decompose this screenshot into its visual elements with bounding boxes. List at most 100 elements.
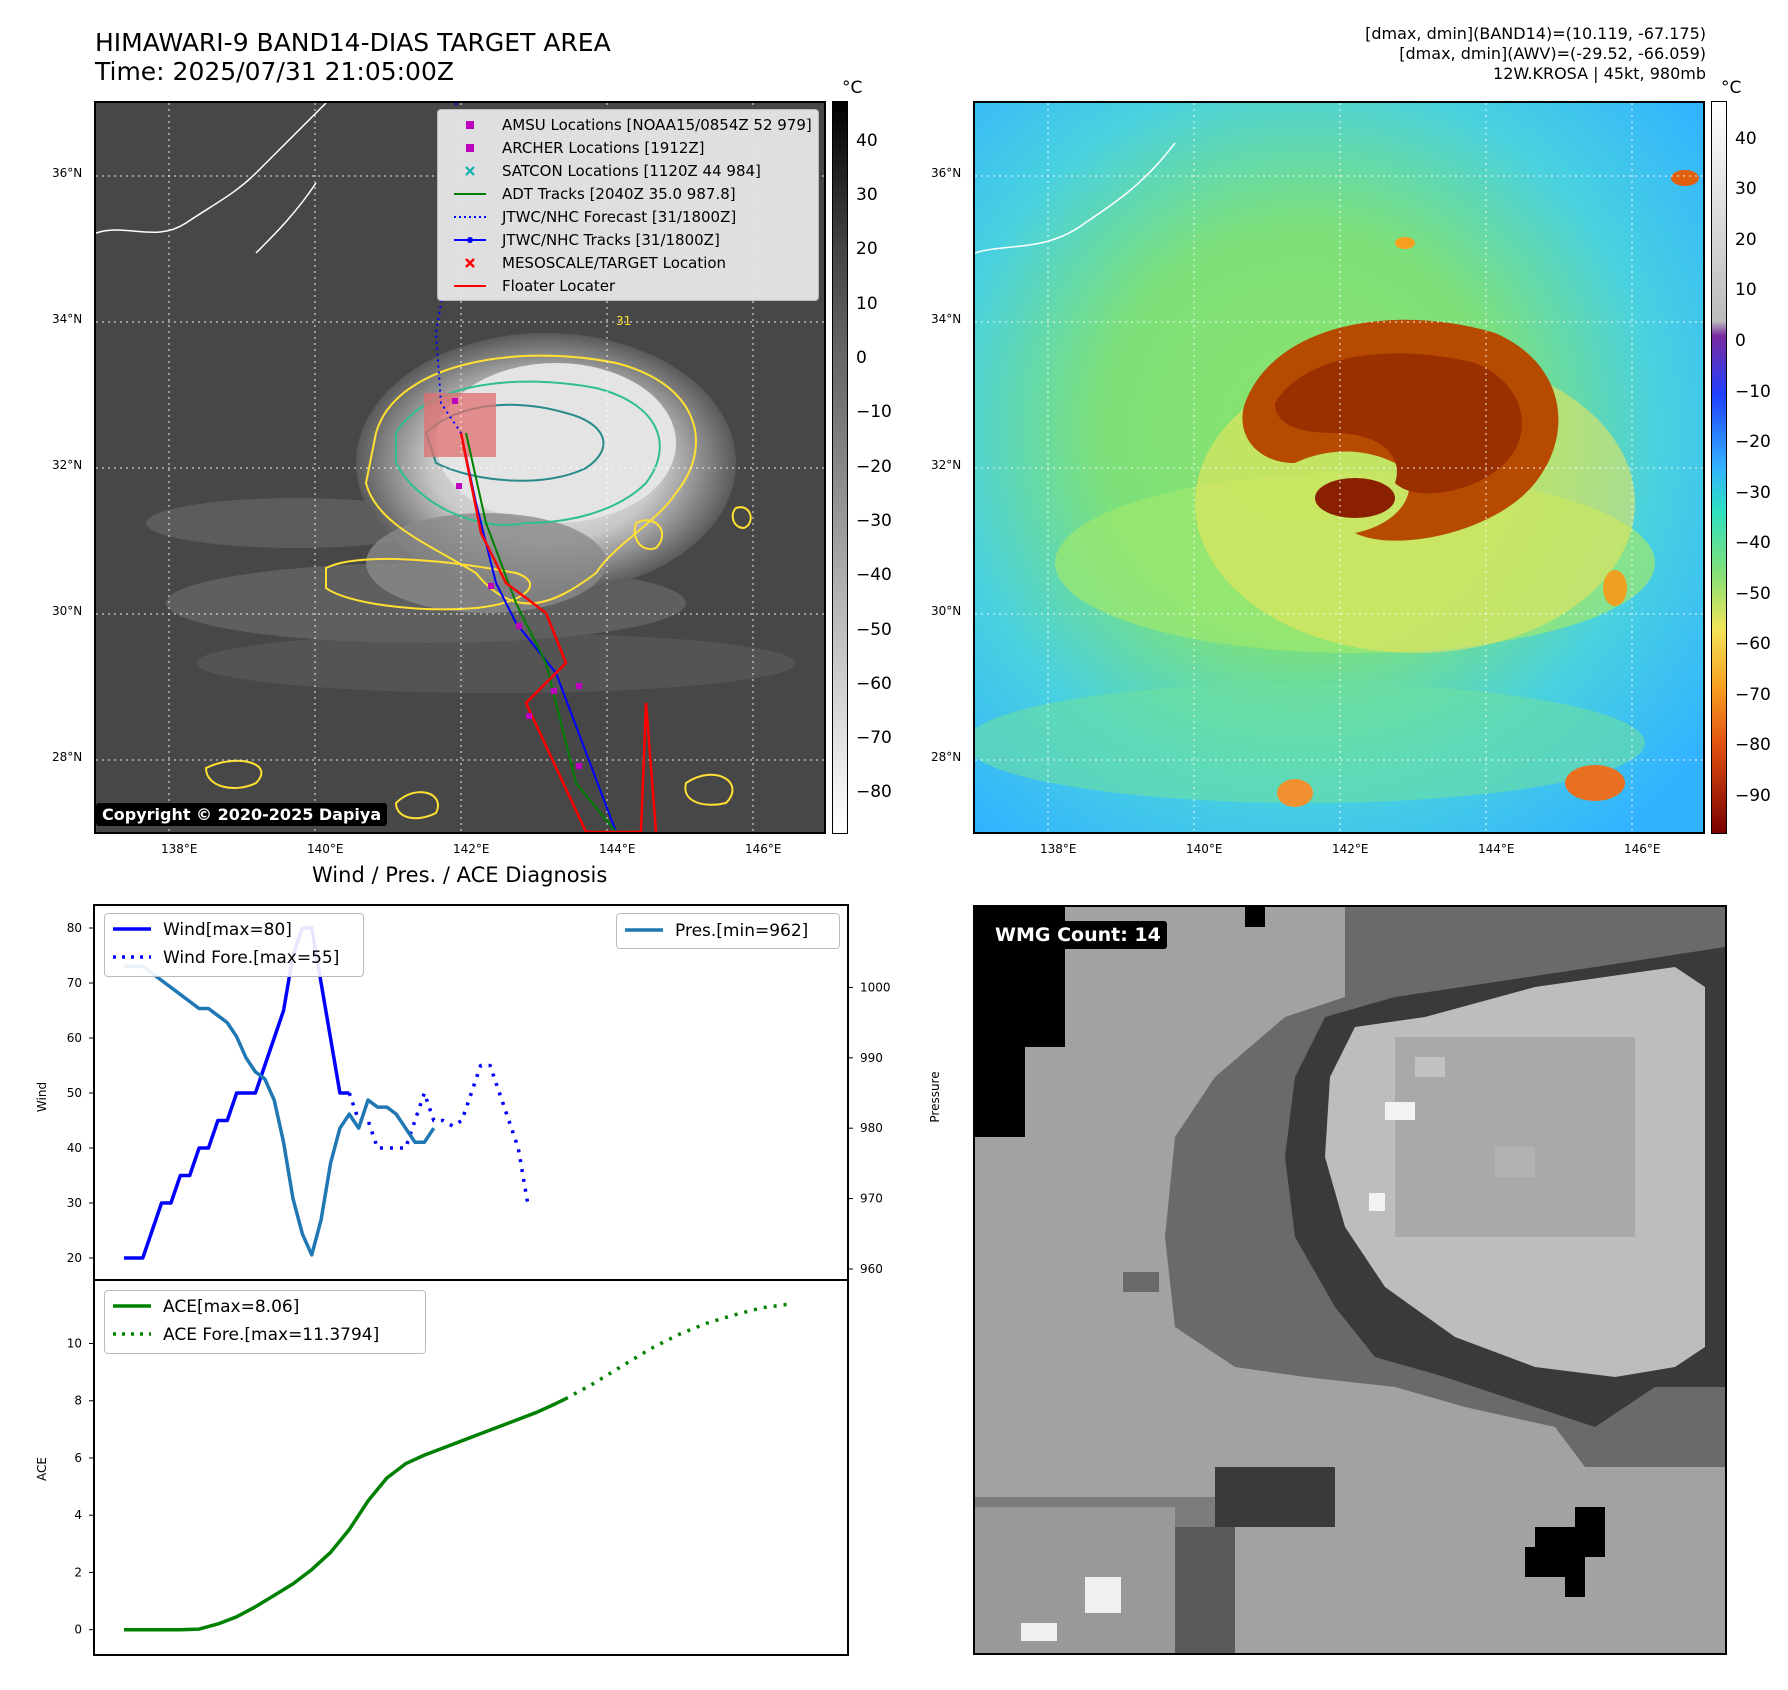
lon-label: 144°E	[1478, 842, 1515, 856]
y-tick-label: 10	[67, 1337, 82, 1351]
dotted-line-icon	[113, 948, 151, 966]
wmg-panel: WMG Count: 14	[973, 905, 1727, 1655]
line-marker-icon	[113, 920, 151, 938]
stats-band14: [dmax, dmin](BAND14)=(10.119, -67.175)	[1365, 24, 1706, 43]
square-marker-icon	[452, 139, 488, 157]
ir-colorbar	[832, 101, 848, 834]
lon-label: 146°E	[1624, 842, 1661, 856]
lat-label: 30°N	[52, 604, 83, 618]
colorbar-tick-label: −90	[1735, 785, 1771, 806]
colorbar-unit: °C	[842, 78, 863, 98]
colorbar-tick-label: −20	[856, 456, 892, 477]
y-tick-label: 970	[860, 1192, 883, 1206]
y-tick-label: 2	[74, 1565, 82, 1579]
wmg-count-badge: WMG Count: 14	[989, 921, 1167, 949]
lat-label: 32°N	[52, 458, 83, 472]
chart-title: Wind / Pres. / ACE Diagnosis	[312, 863, 608, 887]
colorbar-tick-label: 40	[856, 130, 878, 151]
lon-label: 140°E	[307, 842, 344, 856]
awv-map-panel	[973, 101, 1705, 834]
awv-colorbar	[1711, 101, 1727, 834]
lat-label: 32°N	[931, 458, 962, 472]
colorbar-tick-label: −70	[1735, 684, 1771, 705]
colorbar-tick-label: −80	[856, 782, 892, 803]
lat-label: 28°N	[931, 750, 962, 764]
wind-legend: Wind[max=80] Wind Fore.[max=55]	[104, 913, 364, 977]
colorbar-tick-label: −70	[856, 728, 892, 749]
y-tick-label: 70	[67, 976, 82, 990]
contour-label: 31	[616, 314, 631, 328]
x-marker-icon	[452, 162, 488, 180]
stats-awv: [dmax, dmin](AWV)=(-29.52, -66.059)	[1399, 44, 1706, 63]
colorbar-tick-label: −60	[856, 673, 892, 694]
colorbar-tick-label: −50	[1735, 583, 1771, 604]
dotted-line-icon	[113, 1325, 151, 1343]
y-tick-label: 1000	[860, 980, 891, 994]
colorbar-tick-label: −10	[856, 402, 892, 423]
y-tick-label: 50	[67, 1086, 82, 1100]
y-tick-label: 30	[67, 1196, 82, 1210]
y-tick-label: 980	[860, 1121, 883, 1135]
colorbar-tick-label: 40	[1735, 128, 1757, 149]
series-line-solid	[124, 964, 436, 1257]
colorbar-tick-label: 30	[856, 185, 878, 206]
lat-label: 30°N	[931, 604, 962, 618]
y-tick-label: 960	[860, 1262, 883, 1276]
line-marker-icon	[452, 185, 488, 203]
colorbar-tick-label: −30	[856, 510, 892, 531]
ace-legend: ACE[max=8.06] ACE Fore.[max=11.3794]	[104, 1290, 426, 1354]
dotted-line-icon	[452, 208, 488, 226]
colorbar-tick-label: 20	[1735, 229, 1757, 250]
lon-label: 140°E	[1186, 842, 1223, 856]
line-marker-icon	[625, 921, 663, 939]
ir-map-panel: 31 AMSU Locations [NOAA15/0854Z 52 979] …	[94, 101, 826, 834]
y-tick-label: 8	[74, 1394, 82, 1408]
lon-label: 142°E	[1332, 842, 1369, 856]
series-line-solid	[124, 1397, 566, 1632]
colorbar-tick-label: −20	[1735, 432, 1771, 453]
y-tick-label: 4	[74, 1508, 82, 1522]
colorbar-tick-label: 10	[1735, 280, 1757, 301]
lat-label: 36°N	[931, 166, 962, 180]
square-marker-icon	[452, 116, 488, 134]
x-marker-icon	[452, 254, 488, 272]
lat-label: 34°N	[931, 312, 962, 326]
y-tick-label: 0	[74, 1623, 82, 1637]
line-dot-icon	[452, 231, 488, 249]
pressure-legend: Pres.[min=962]	[616, 913, 840, 949]
colorbar-tick-label: −60	[1735, 634, 1771, 655]
lat-label: 34°N	[52, 312, 83, 326]
colorbar-tick-label: 20	[856, 239, 878, 260]
y-tick-label: 6	[74, 1451, 82, 1465]
y-tick-label: 80	[67, 921, 82, 935]
lon-label: 146°E	[745, 842, 782, 856]
colorbar-tick-label: −40	[856, 565, 892, 586]
lon-label: 142°E	[453, 842, 490, 856]
storm-info: 12W.KROSA | 45kt, 980mb	[1493, 64, 1706, 83]
wind-axis-label: Wind	[35, 1081, 49, 1113]
series-line-dotted	[564, 1302, 791, 1401]
y-tick-label: 20	[67, 1251, 82, 1265]
colorbar-tick-label: −80	[1735, 735, 1771, 756]
series-line-dotted	[347, 1063, 530, 1204]
colorbar-tick-label: −50	[856, 619, 892, 640]
colorbar-tick-label: 30	[1735, 179, 1757, 200]
figure-title: HIMAWARI-9 BAND14-DIAS TARGET AREA	[95, 28, 611, 57]
lat-label: 28°N	[52, 750, 83, 764]
colorbar-tick-label: 0	[1735, 331, 1746, 351]
colorbar-tick-label: 10	[856, 293, 878, 314]
colorbar-tick-label: −30	[1735, 482, 1771, 503]
y-tick-label: 990	[860, 1051, 883, 1065]
awv-map-image	[975, 103, 1703, 832]
lon-label: 138°E	[1040, 842, 1077, 856]
colorbar-tick-label: −10	[1735, 381, 1771, 402]
figure-time: Time: 2025/07/31 21:05:00Z	[95, 57, 454, 86]
lon-label: 144°E	[599, 842, 636, 856]
map-legend: AMSU Locations [NOAA15/0854Z 52 979] ARC…	[437, 109, 819, 301]
copyright-badge: Copyright © 2020-2025 Dapiya	[96, 803, 388, 826]
colorbar-tick-label: 0	[856, 348, 867, 369]
y-tick-label: 40	[67, 1141, 82, 1155]
lat-label: 36°N	[52, 166, 83, 180]
y-tick-label: 60	[67, 1031, 82, 1045]
